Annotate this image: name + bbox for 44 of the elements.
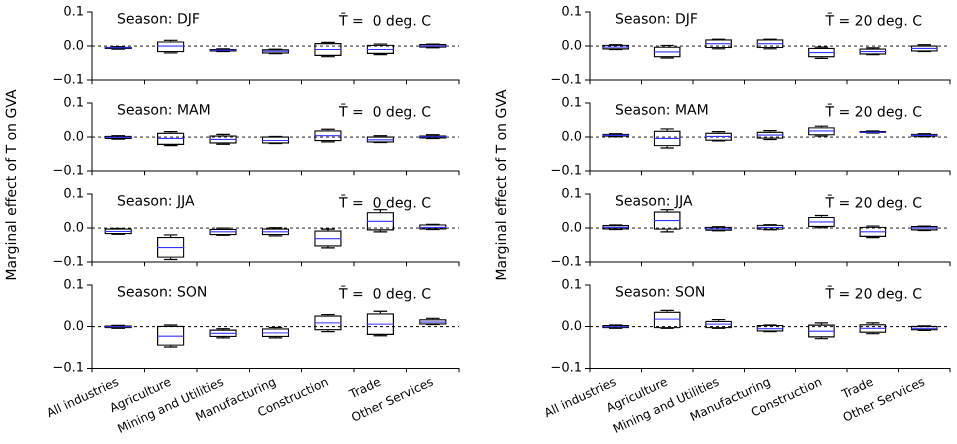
- y-tick-label: 0.0: [63, 38, 84, 54]
- y-tick-label: 0.1: [63, 277, 84, 292]
- y-tick-label: 0.0: [561, 38, 582, 54]
- annotation: Season: SON: [615, 284, 706, 301]
- y-tick-label: −0.1: [52, 254, 84, 270]
- y-tick-label: 0.0: [63, 129, 84, 144]
- annotation: Season: JJA: [117, 194, 195, 210]
- x-tick-label: Trade: [346, 374, 383, 402]
- y-tick-label: 0.1: [561, 95, 582, 110]
- y-tick-label: −0.1: [550, 72, 582, 88]
- annotation: T̄ = 20 deg. C: [824, 285, 922, 303]
- y-tick-label: −0.1: [550, 254, 582, 270]
- annotation: Season: SON: [117, 284, 208, 301]
- annotation: T̄ = 0 deg. C: [338, 103, 432, 121]
- annotation: Season: DJF: [615, 12, 698, 28]
- y-tick-label: 0.0: [561, 319, 582, 334]
- y-tick-label: 0.1: [63, 4, 84, 20]
- annotation: Season: DJF: [117, 12, 200, 28]
- y-tick-label: 0.0: [63, 220, 84, 236]
- y-tick-label: −0.1: [52, 72, 84, 88]
- annotation: T̄ = 20 deg. C: [824, 12, 922, 30]
- y-tick-label: −0.1: [550, 360, 582, 376]
- y-tick-label: −0.1: [52, 360, 84, 376]
- annotation: T̄ = 20 deg. C: [824, 194, 922, 212]
- y-tick-label: 0.1: [63, 186, 84, 202]
- y-tick-label: 0.1: [63, 95, 84, 110]
- y-tick-label: 0.1: [561, 4, 582, 20]
- y-tick-label: 0.0: [561, 220, 582, 236]
- y-axis-title: Marginal effect of T on GVA: [4, 89, 20, 281]
- annotation: T̄ = 0 deg. C: [338, 12, 432, 30]
- y-tick-label: 0.1: [561, 186, 582, 202]
- annotation: Season: JJA: [615, 194, 693, 210]
- y-tick-label: −0.1: [52, 164, 84, 179]
- y-tick-label: 0.0: [63, 319, 84, 334]
- annotation: T̄ = 20 deg. C: [824, 103, 922, 121]
- annotation: T̄ = 0 deg. C: [338, 194, 432, 212]
- annotation: T̄ = 0 deg. C: [338, 285, 432, 303]
- annotation: Season: MAM: [117, 102, 211, 119]
- y-tick-label: 0.0: [561, 129, 582, 144]
- y-tick-label: −0.1: [550, 164, 582, 179]
- annotation: Season: MAM: [615, 102, 709, 119]
- x-tick-label: Trade: [838, 374, 876, 402]
- y-tick-label: 0.1: [561, 277, 582, 292]
- y-axis-title: Marginal effect of T on GVA: [494, 89, 510, 281]
